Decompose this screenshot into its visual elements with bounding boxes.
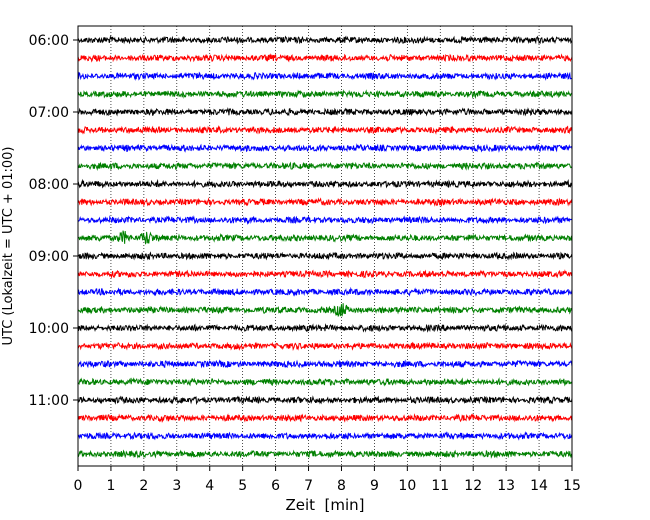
- trace-0: [77, 34, 573, 45]
- x-axis-ticks: 0 1 2 3 4 5 6 7 8 9 10 11 12 13 14 15: [74, 466, 581, 494]
- y-tick-label: 08:00: [29, 177, 69, 193]
- x-tick-label: 6: [271, 478, 280, 494]
- x-tick-label: 11: [431, 478, 449, 494]
- x-tick-label: 14: [530, 478, 548, 494]
- x-tick-label: 12: [464, 478, 482, 494]
- trace-18: [77, 359, 573, 369]
- trace-10: [77, 215, 573, 225]
- y-tick-label: 07:00: [29, 105, 69, 121]
- trace-22: [77, 431, 573, 441]
- trace-6: [77, 143, 573, 153]
- x-tick-label: 15: [563, 478, 581, 494]
- x-tick-label: 7: [304, 478, 313, 494]
- trace-15: [77, 303, 573, 317]
- trace-20: [77, 395, 573, 406]
- trace-21: [77, 413, 573, 423]
- y-tick-label: 06:00: [29, 33, 69, 49]
- y-tick-label: 11:00: [29, 393, 69, 409]
- trace-4: [77, 107, 573, 117]
- x-tick-label: 0: [74, 478, 83, 494]
- x-tick-label: 2: [139, 478, 148, 494]
- traces: [77, 34, 573, 459]
- x-tick-label: 1: [106, 478, 115, 494]
- grid-lines: [110, 26, 540, 466]
- x-tick-label: 9: [370, 478, 379, 494]
- trace-3: [77, 89, 573, 100]
- trace-13: [77, 269, 573, 279]
- trace-2: [77, 71, 573, 81]
- x-tick-label: 13: [497, 478, 515, 494]
- trace-7: [77, 161, 573, 171]
- trace-14: [77, 286, 573, 297]
- trace-16: [77, 323, 573, 333]
- y-axis-ticks: 06:00 07:00 08:00 09:00 10:00 11:00: [29, 33, 78, 409]
- trace-8: [77, 178, 573, 189]
- plot-frame: [77, 25, 573, 467]
- x-tick-label: 3: [172, 478, 181, 494]
- trace-12: [77, 251, 573, 261]
- trace-19: [77, 377, 573, 387]
- x-axis-label: Zeit [min]: [285, 496, 364, 514]
- x-tick-label: 8: [337, 478, 346, 494]
- trace-5: [77, 125, 573, 135]
- x-tick-label: 5: [238, 478, 247, 494]
- x-tick-label: 10: [398, 478, 416, 494]
- trace-1: [77, 53, 573, 63]
- y-tick-label: 09:00: [29, 249, 69, 265]
- trace-17: [77, 341, 573, 351]
- y-axis-label: UTC (Lokalzeit = UTC + 01:00): [1, 147, 16, 346]
- y-tick-label: 10:00: [29, 321, 69, 337]
- x-tick-label: 4: [205, 478, 214, 494]
- trace-23: [77, 449, 573, 459]
- plot-background: [78, 26, 572, 466]
- trace-11: [77, 230, 573, 245]
- trace-9: [77, 197, 573, 207]
